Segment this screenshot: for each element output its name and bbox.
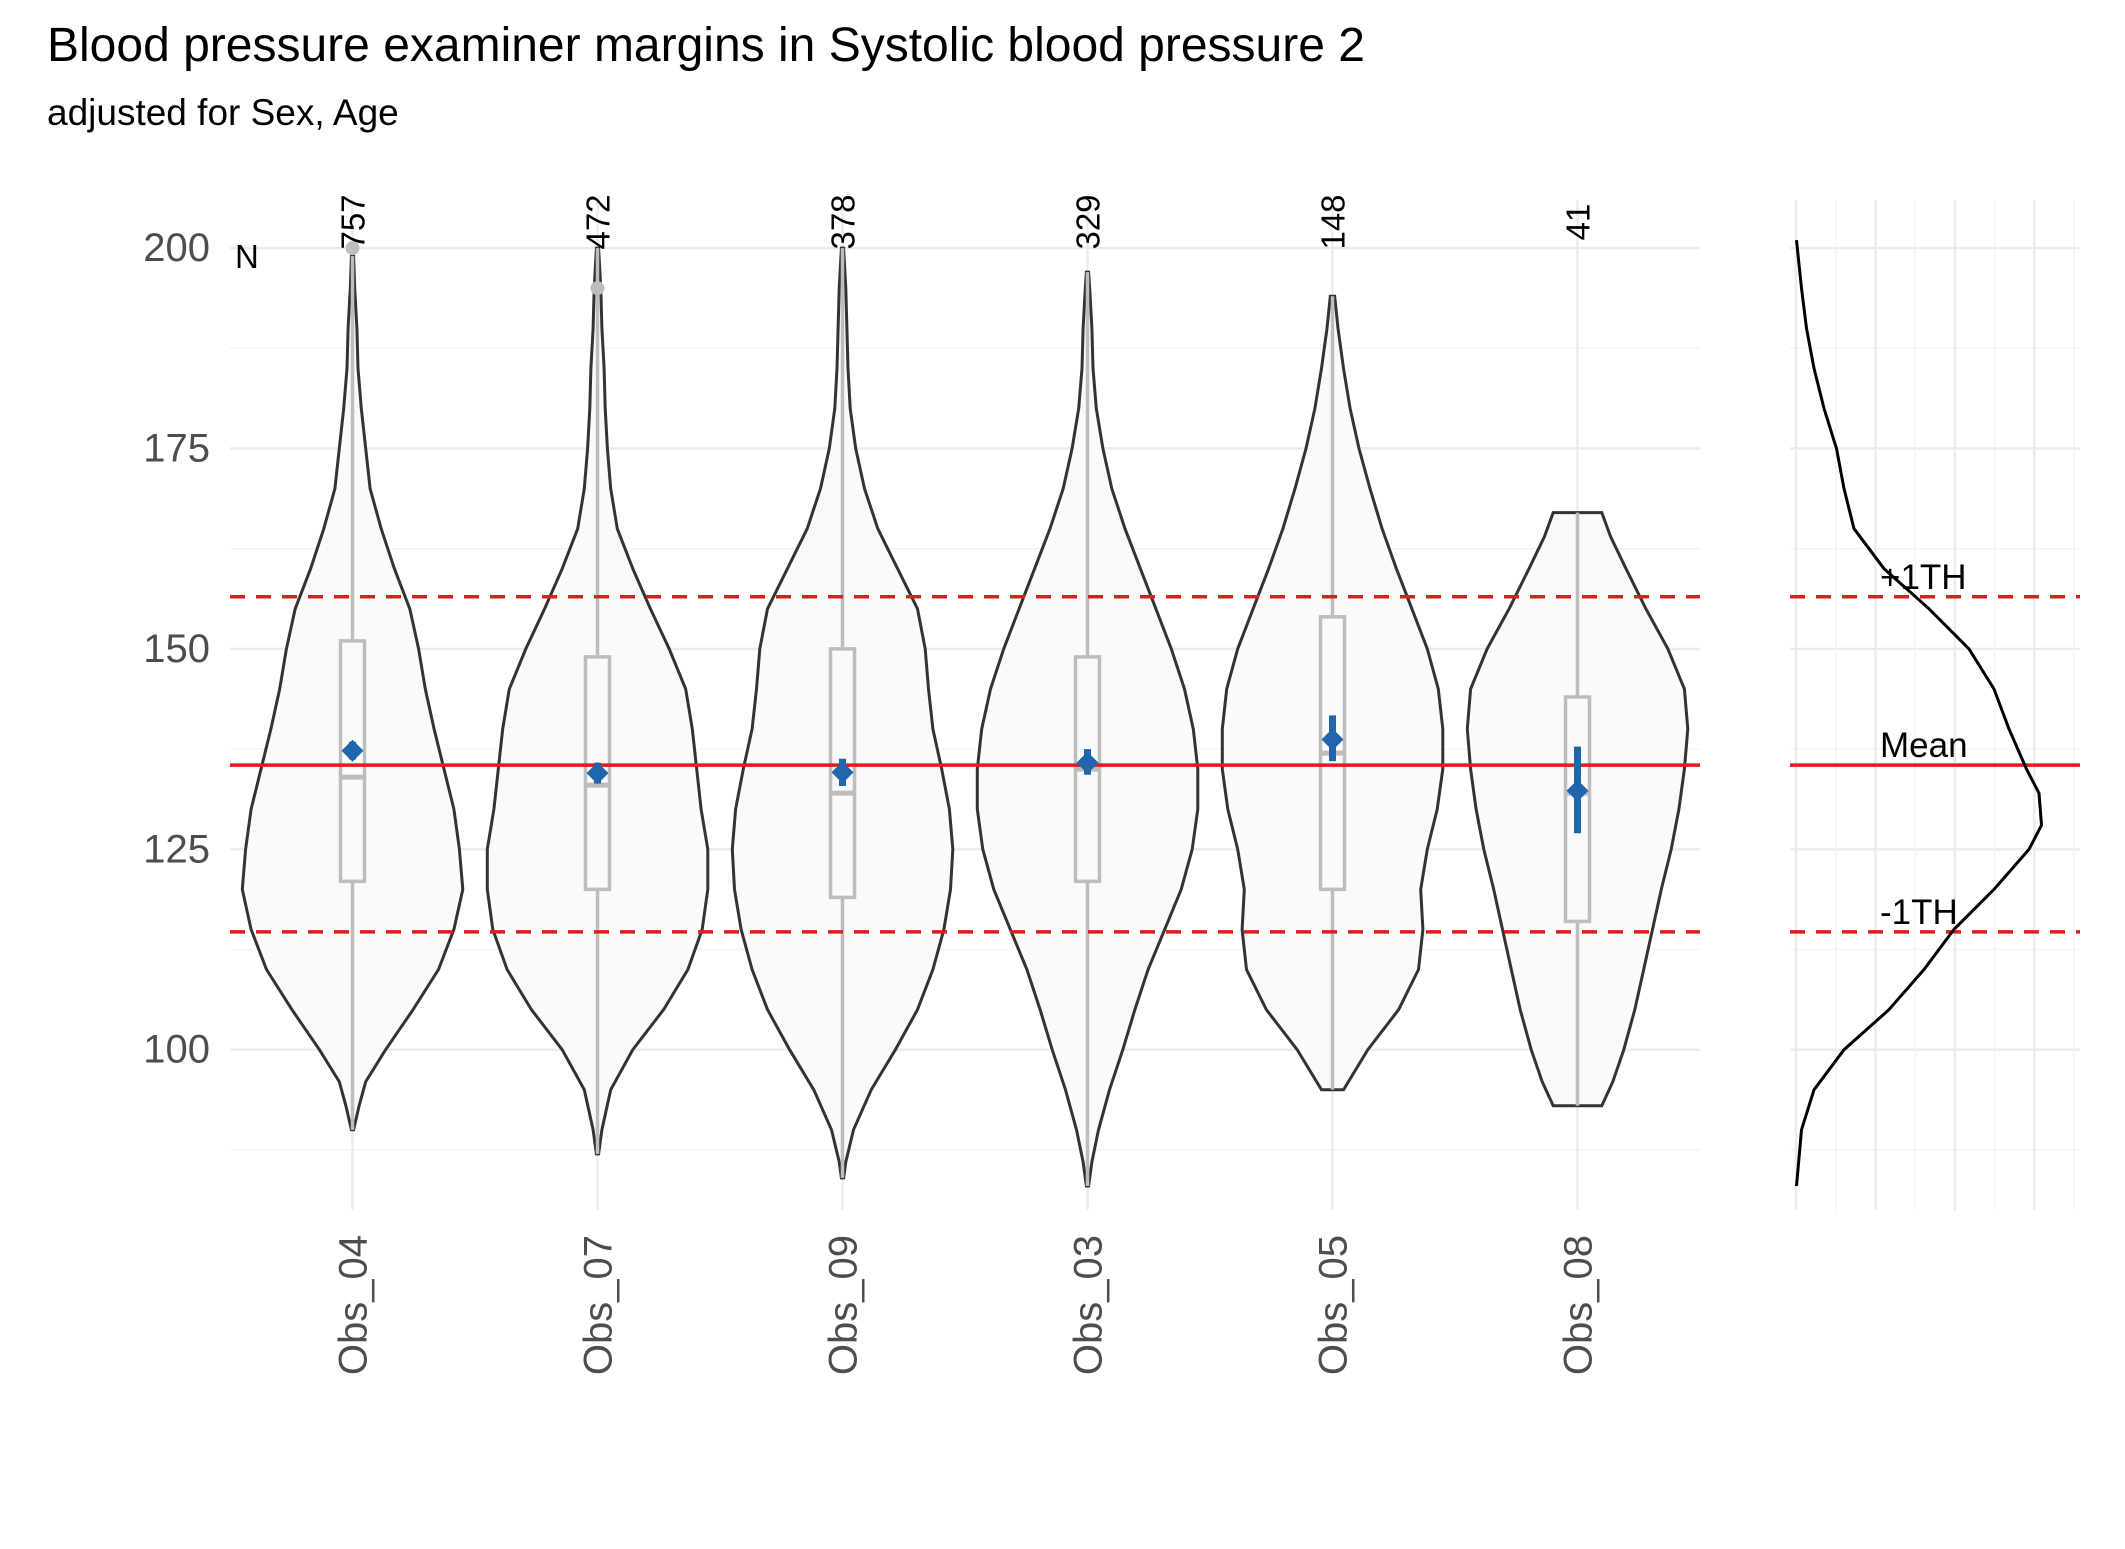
outlier-point	[345, 241, 360, 256]
n-label: 329	[1070, 194, 1107, 249]
violin-Obs_03	[975, 270, 1200, 1188]
x-tick-label: Obs_04	[332, 1235, 376, 1375]
y-tick-label: 175	[143, 426, 210, 470]
n-label: 41	[1560, 204, 1597, 241]
n-label: 757	[335, 194, 372, 249]
box-Obs_08	[1563, 695, 1592, 924]
n-labels: N 757 472 378 329 148 41	[235, 194, 1597, 275]
n-label: 472	[580, 194, 617, 249]
y-tick-label: 100	[143, 1028, 210, 1072]
estimate-point	[586, 762, 609, 785]
n-label: 378	[825, 194, 862, 249]
density-curve	[1795, 239, 2044, 1187]
violin-Obs_04	[240, 254, 465, 1132]
n-label: 148	[1315, 194, 1352, 249]
violins	[240, 246, 1690, 1188]
x-tick-label: Obs_03	[1067, 1235, 1111, 1375]
estimate-point	[831, 761, 854, 784]
box-Obs_04	[338, 639, 367, 884]
estimate-point	[341, 739, 364, 762]
x-tick-label: Obs_07	[577, 1235, 621, 1375]
estimate-point	[1076, 751, 1099, 774]
y-tick-label: 125	[143, 827, 210, 871]
y-tick-label: 200	[143, 226, 210, 270]
reference-label: Mean	[1880, 726, 1968, 765]
outlier-point	[590, 281, 605, 296]
x-tick-label: Obs_08	[1557, 1235, 1601, 1375]
violin-Obs_05	[1220, 294, 1445, 1092]
n-header: N	[235, 238, 259, 275]
density-panel-gridlines	[1790, 200, 2080, 1210]
reference-labels: +1TH Mean -1TH	[1880, 558, 1968, 932]
box-Obs_09	[828, 647, 857, 900]
y-tick-label: 150	[143, 627, 210, 671]
x-tick-label: Obs_09	[822, 1235, 866, 1375]
x-tick-label: Obs_05	[1312, 1235, 1356, 1375]
estimate-point	[1321, 728, 1344, 751]
x-axis-ticks: Obs_04 Obs_07 Obs_09 Obs_03 Obs_05 Obs_08	[332, 1235, 1601, 1375]
estimates	[341, 715, 1589, 834]
reference-label: -1TH	[1880, 893, 1958, 932]
box-Obs_07	[583, 655, 612, 892]
density-panel	[1795, 239, 2044, 1187]
y-axis-ticks: 100 125 150 175 200	[143, 226, 210, 1072]
reference-lines	[230, 595, 2080, 934]
reference-label: +1TH	[1880, 558, 1967, 597]
chart-subtitle: adjusted for Sex, Age	[47, 92, 399, 133]
chart-title: Blood pressure examiner margins in Systo…	[47, 19, 1365, 72]
estimate-point	[1566, 779, 1589, 802]
